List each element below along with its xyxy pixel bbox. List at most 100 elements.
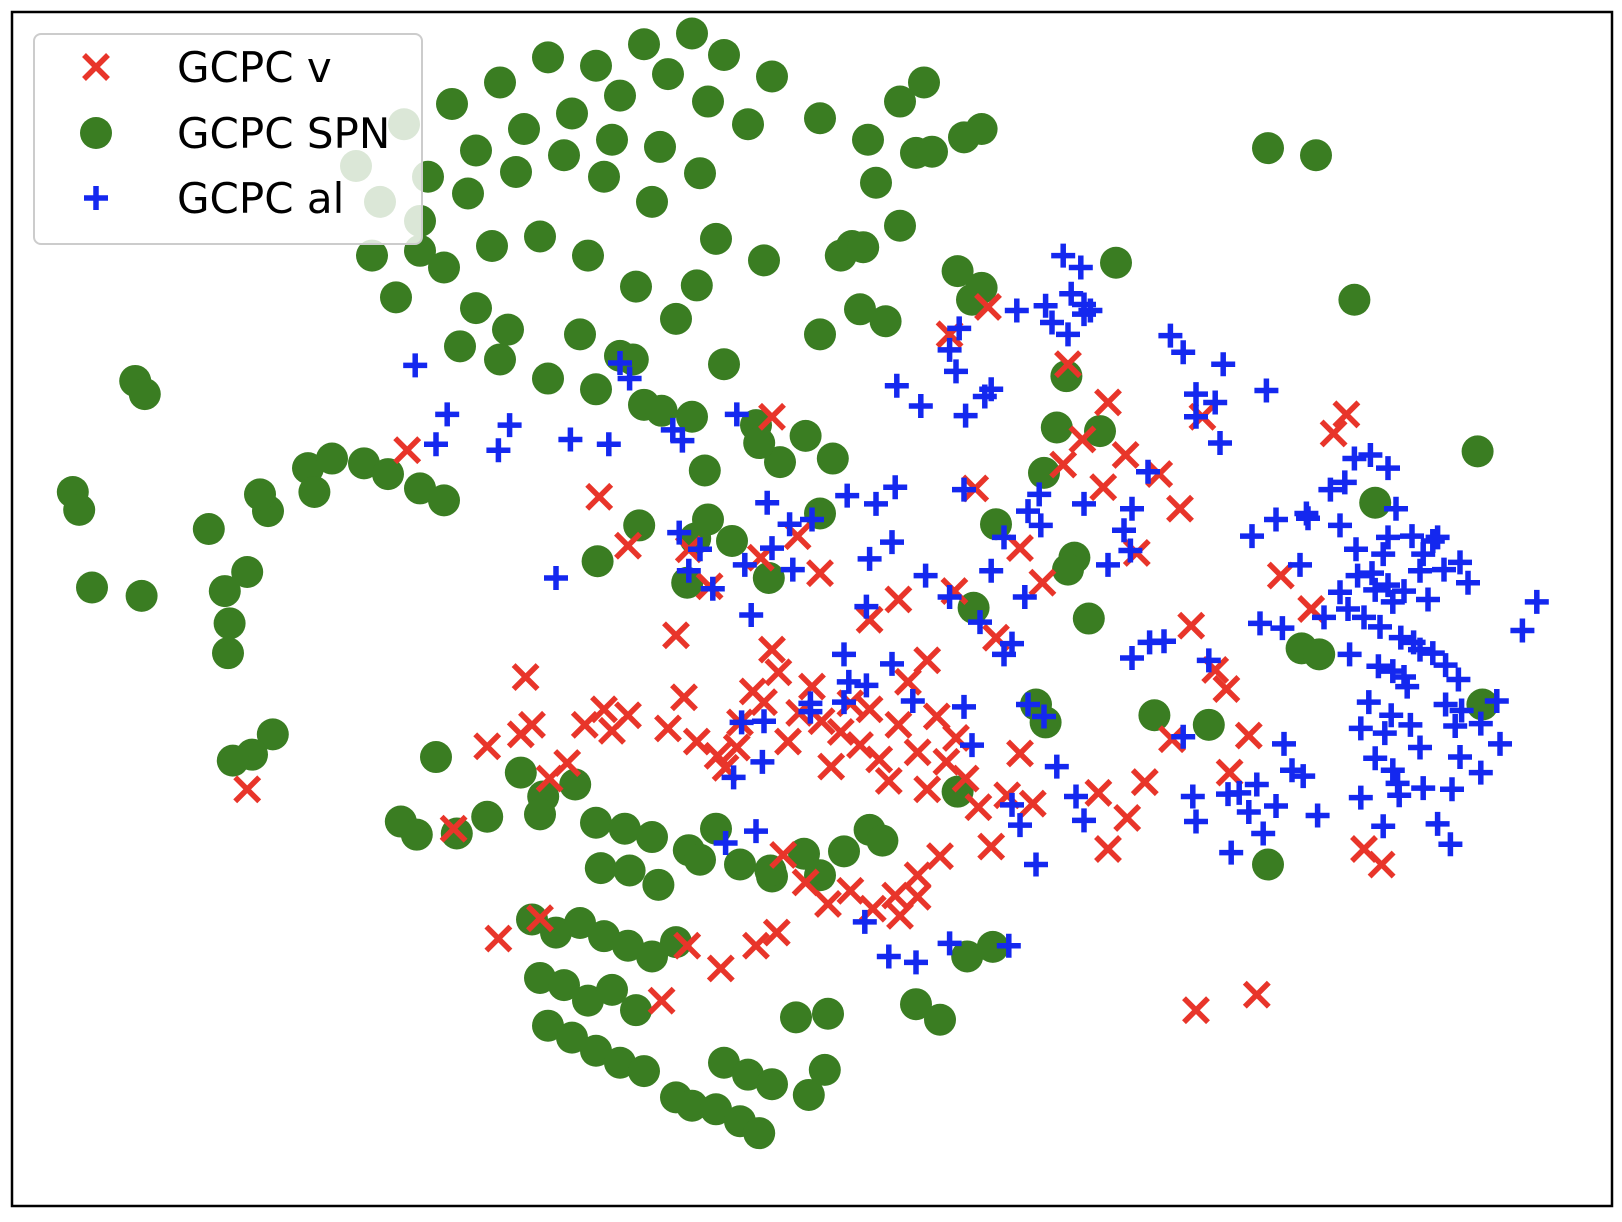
data-point-series-2: [1392, 665, 1416, 690]
data-point-series-0: [774, 727, 802, 756]
data-point-series-2: [1264, 507, 1288, 532]
data-point-series-1: [884, 85, 916, 118]
data-point-series-2: [960, 733, 984, 758]
data-point-series-2: [1448, 550, 1472, 575]
data-point-series-2: [732, 552, 757, 577]
data-point-series-2: [1044, 754, 1069, 779]
data-point-series-2: [883, 475, 908, 500]
data-point-series-1: [460, 292, 492, 325]
data-point-series-0: [1130, 768, 1159, 797]
data-point-series-1: [780, 1001, 812, 1034]
data-point-series-2: [1388, 625, 1413, 650]
data-point-series-2: [1360, 561, 1384, 586]
data-point-series-2: [596, 432, 621, 457]
data-point-series-1: [965, 271, 998, 304]
data-point-series-2: [952, 477, 976, 502]
data-point-series-2: [1376, 456, 1400, 481]
data-point-series-2: [944, 359, 968, 384]
data-point-series-1: [604, 1046, 636, 1079]
data-point-series-2: [1358, 442, 1383, 467]
data-point-series-1: [884, 209, 916, 242]
data-point-series-2: [1305, 803, 1330, 828]
data-point-series-2: [1272, 731, 1296, 756]
data-point-series-2: [1446, 667, 1471, 692]
data-point-series-1: [584, 852, 617, 885]
data-point-series-1: [692, 85, 724, 118]
data-point-series-2: [1068, 255, 1093, 280]
data-point-series-2: [968, 610, 992, 635]
data-point-series-2: [1027, 482, 1052, 507]
data-point-series-0: [758, 635, 786, 664]
data-point-series-1: [756, 1068, 788, 1101]
data-point-series-0: [758, 402, 786, 431]
data-point-series-0: [673, 931, 702, 960]
data-point-series-2: [1244, 772, 1269, 797]
data-point-series-0: [233, 775, 262, 804]
data-point-series-1: [564, 907, 596, 940]
data-point-series-0: [484, 924, 513, 953]
data-point-series-2: [1433, 692, 1458, 717]
data-point-series-1: [572, 984, 604, 1017]
data-point-series-1: [752, 561, 785, 594]
legend-marker-circle-icon: [80, 117, 112, 149]
data-point-series-0: [926, 842, 954, 871]
data-point-series-2: [947, 316, 972, 341]
data-point-series-0: [1215, 758, 1244, 787]
data-point-series-0: [855, 695, 884, 724]
data-point-series-2: [1488, 731, 1512, 756]
data-point-series-2: [688, 537, 712, 562]
data-point-series-0: [913, 646, 942, 675]
data-point-series-2: [1337, 642, 1362, 667]
data-point-series-1: [708, 348, 740, 381]
data-point-series-1: [724, 848, 756, 881]
data-point-series-2: [835, 483, 860, 508]
data-point-series-2: [1012, 585, 1037, 610]
data-point-series-2: [1211, 352, 1236, 377]
data-point-series-1: [756, 60, 788, 93]
data-point-series-1: [645, 394, 678, 427]
data-point-series-1: [644, 130, 676, 163]
legend-marker-1: [80, 117, 112, 149]
data-point-series-2: [729, 710, 754, 735]
data-point-series-2: [1352, 605, 1376, 630]
data-point-series-2: [1236, 799, 1261, 824]
data-point-series-2: [544, 565, 568, 590]
legend-marker-2: [84, 186, 108, 210]
data-point-series-2: [1171, 724, 1196, 749]
data-point-series-1: [400, 818, 433, 851]
data-point-series-2: [1051, 243, 1076, 268]
data-point-series-1: [732, 1058, 764, 1091]
data-point-series-2: [752, 709, 776, 734]
data-point-series-2: [1059, 281, 1084, 306]
data-point-series-2: [700, 576, 725, 601]
data-point-series-2: [1033, 293, 1058, 318]
data-point-series-1: [941, 775, 974, 808]
data-point-series-2: [798, 699, 823, 724]
data-point-series-1: [692, 503, 724, 536]
data-point-series-1: [652, 58, 684, 91]
data-point-series-1: [812, 997, 844, 1030]
data-point-series-2: [1312, 605, 1336, 630]
data-point-series-1: [620, 270, 652, 303]
data-point-series-1: [316, 442, 348, 475]
data-point-series-0: [1054, 350, 1082, 379]
data-point-series-2: [1152, 629, 1176, 654]
data-point-series-1: [900, 988, 932, 1021]
data-point-series-2: [1056, 322, 1080, 347]
data-point-series-1: [1192, 708, 1225, 741]
data-point-series-1: [556, 97, 588, 130]
data-point-series-2: [1363, 746, 1388, 771]
data-point-series-2: [852, 909, 877, 934]
data-point-series-1: [1100, 246, 1132, 279]
data-point-series-1: [764, 446, 796, 479]
data-point-series-2: [1408, 735, 1432, 760]
data-point-series-1: [828, 835, 860, 868]
data-point-series-1: [620, 994, 652, 1027]
data-point-series-1: [588, 160, 620, 193]
data-point-series-2: [724, 402, 749, 427]
data-point-series-0: [1212, 675, 1241, 703]
data-point-series-1: [636, 185, 668, 218]
data-point-series-1: [1252, 132, 1284, 165]
data-point-series-1: [608, 812, 641, 845]
data-point-series-0: [922, 702, 951, 731]
